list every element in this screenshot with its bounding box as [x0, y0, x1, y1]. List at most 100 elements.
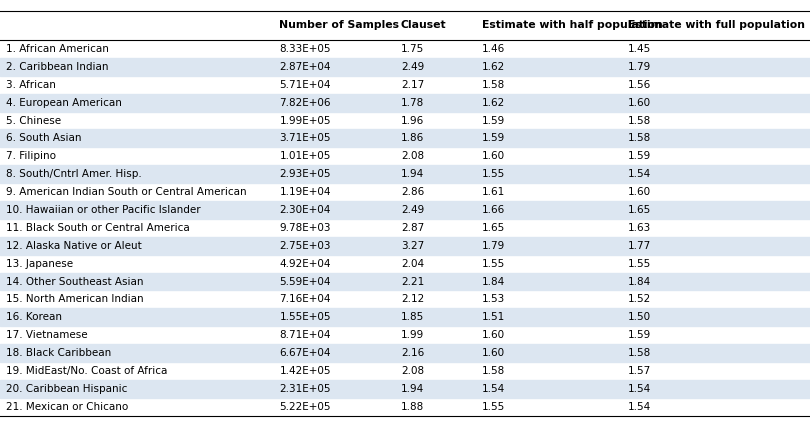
Text: 1.54: 1.54: [628, 169, 651, 179]
Text: 2.49: 2.49: [401, 205, 424, 215]
Text: Number of Samples: Number of Samples: [279, 20, 399, 30]
Text: 8.71E+04: 8.71E+04: [279, 330, 331, 340]
Text: 1.19E+04: 1.19E+04: [279, 187, 331, 197]
Text: 1.84: 1.84: [628, 277, 651, 287]
Text: 17. Vietnamese: 17. Vietnamese: [6, 330, 88, 340]
Text: 9. American Indian South or Central American: 9. American Indian South or Central Amer…: [6, 187, 247, 197]
Text: 1.85: 1.85: [401, 312, 424, 322]
Text: 2. Caribbean Indian: 2. Caribbean Indian: [6, 62, 109, 72]
Text: 18. Black Caribbean: 18. Black Caribbean: [6, 348, 112, 358]
Text: 5.71E+04: 5.71E+04: [279, 80, 331, 90]
Text: 1.57: 1.57: [628, 366, 651, 376]
Text: 1.50: 1.50: [628, 312, 651, 322]
Text: 1.58: 1.58: [628, 133, 651, 144]
Text: 2.16: 2.16: [401, 348, 424, 358]
Text: 2.49: 2.49: [401, 62, 424, 72]
Text: 3. African: 3. African: [6, 80, 57, 90]
Bar: [0, 129, 810, 147]
Text: 1.55E+05: 1.55E+05: [279, 312, 331, 322]
Text: 1.58: 1.58: [628, 115, 651, 125]
Bar: [0, 201, 810, 219]
Text: 4. European American: 4. European American: [6, 98, 122, 108]
Text: 2.17: 2.17: [401, 80, 424, 90]
Text: 1.63: 1.63: [628, 223, 651, 233]
Text: 1.61: 1.61: [482, 187, 505, 197]
Text: 2.04: 2.04: [401, 258, 424, 269]
Text: Estimate with half population: Estimate with half population: [482, 20, 663, 30]
Text: 2.30E+04: 2.30E+04: [279, 205, 330, 215]
Text: 2.93E+05: 2.93E+05: [279, 169, 331, 179]
Text: 1.75: 1.75: [401, 44, 424, 54]
Text: 1.54: 1.54: [482, 384, 505, 394]
Text: 13. Japanese: 13. Japanese: [6, 258, 74, 269]
Text: 20. Caribbean Hispanic: 20. Caribbean Hispanic: [6, 384, 128, 394]
Text: 1.66: 1.66: [482, 205, 505, 215]
Text: 1.56: 1.56: [628, 80, 651, 90]
Text: 4.92E+04: 4.92E+04: [279, 258, 331, 269]
Text: 1.45: 1.45: [628, 44, 651, 54]
Text: 1.84: 1.84: [482, 277, 505, 287]
Text: 14. Other Southeast Asian: 14. Other Southeast Asian: [6, 277, 144, 287]
Text: 5.22E+05: 5.22E+05: [279, 402, 331, 412]
Bar: [0, 58, 810, 76]
Text: 1.60: 1.60: [628, 98, 651, 108]
Text: 1.53: 1.53: [482, 294, 505, 304]
Text: 1.78: 1.78: [401, 98, 424, 108]
Text: 2.31E+05: 2.31E+05: [279, 384, 331, 394]
Bar: [0, 380, 810, 398]
Text: 11. Black South or Central America: 11. Black South or Central America: [6, 223, 190, 233]
Text: 1.86: 1.86: [401, 133, 424, 144]
Text: 1.65: 1.65: [482, 223, 505, 233]
Text: 8. South/Cntrl Amer. Hisp.: 8. South/Cntrl Amer. Hisp.: [6, 169, 143, 179]
Text: 1.51: 1.51: [482, 312, 505, 322]
Text: 2.08: 2.08: [401, 151, 424, 161]
Bar: [0, 237, 810, 255]
Text: 2.21: 2.21: [401, 277, 424, 287]
Text: 6.67E+04: 6.67E+04: [279, 348, 331, 358]
Text: 5.59E+04: 5.59E+04: [279, 277, 331, 287]
Text: 5. Chinese: 5. Chinese: [6, 115, 62, 125]
Text: 7. Filipino: 7. Filipino: [6, 151, 57, 161]
Text: 1.60: 1.60: [482, 330, 505, 340]
Text: 1.55: 1.55: [482, 258, 505, 269]
Text: 1.88: 1.88: [401, 402, 424, 412]
Text: 1.60: 1.60: [482, 151, 505, 161]
Text: 1.59: 1.59: [628, 151, 651, 161]
Text: 1.59: 1.59: [482, 115, 505, 125]
Text: 1.65: 1.65: [628, 205, 651, 215]
Text: 1.79: 1.79: [482, 241, 505, 251]
Text: 8.33E+05: 8.33E+05: [279, 44, 331, 54]
Text: 1.77: 1.77: [628, 241, 651, 251]
Text: 1.94: 1.94: [401, 169, 424, 179]
Text: Clauset: Clauset: [401, 20, 446, 30]
Text: 1.54: 1.54: [628, 402, 651, 412]
Text: 1.59: 1.59: [482, 133, 505, 144]
Text: 7.82E+06: 7.82E+06: [279, 98, 331, 108]
Text: 16. Korean: 16. Korean: [6, 312, 62, 322]
Text: 2.08: 2.08: [401, 366, 424, 376]
Text: 6. South Asian: 6. South Asian: [6, 133, 82, 144]
Text: Estimate with full population: Estimate with full population: [628, 20, 805, 30]
Text: 1.58: 1.58: [482, 80, 505, 90]
Text: 3.71E+05: 3.71E+05: [279, 133, 331, 144]
Text: 1.99: 1.99: [401, 330, 424, 340]
Text: 1. African American: 1. African American: [6, 44, 109, 54]
Text: 1.58: 1.58: [482, 366, 505, 376]
Text: 1.55: 1.55: [628, 258, 651, 269]
Text: 19. MidEast/No. Coast of Africa: 19. MidEast/No. Coast of Africa: [6, 366, 168, 376]
Text: 1.96: 1.96: [401, 115, 424, 125]
Text: 1.54: 1.54: [628, 384, 651, 394]
Text: 1.79: 1.79: [628, 62, 651, 72]
Text: 12. Alaska Native or Aleut: 12. Alaska Native or Aleut: [6, 241, 143, 251]
Bar: [0, 165, 810, 183]
Text: 15. North American Indian: 15. North American Indian: [6, 294, 144, 304]
Bar: [0, 273, 810, 290]
Text: 1.01E+05: 1.01E+05: [279, 151, 330, 161]
Text: 1.60: 1.60: [482, 348, 505, 358]
Text: 2.86: 2.86: [401, 187, 424, 197]
Text: 1.62: 1.62: [482, 62, 505, 72]
Text: 1.55: 1.55: [482, 402, 505, 412]
Text: 1.55: 1.55: [482, 169, 505, 179]
Text: 1.42E+05: 1.42E+05: [279, 366, 331, 376]
Text: 21. Mexican or Chicano: 21. Mexican or Chicano: [6, 402, 129, 412]
